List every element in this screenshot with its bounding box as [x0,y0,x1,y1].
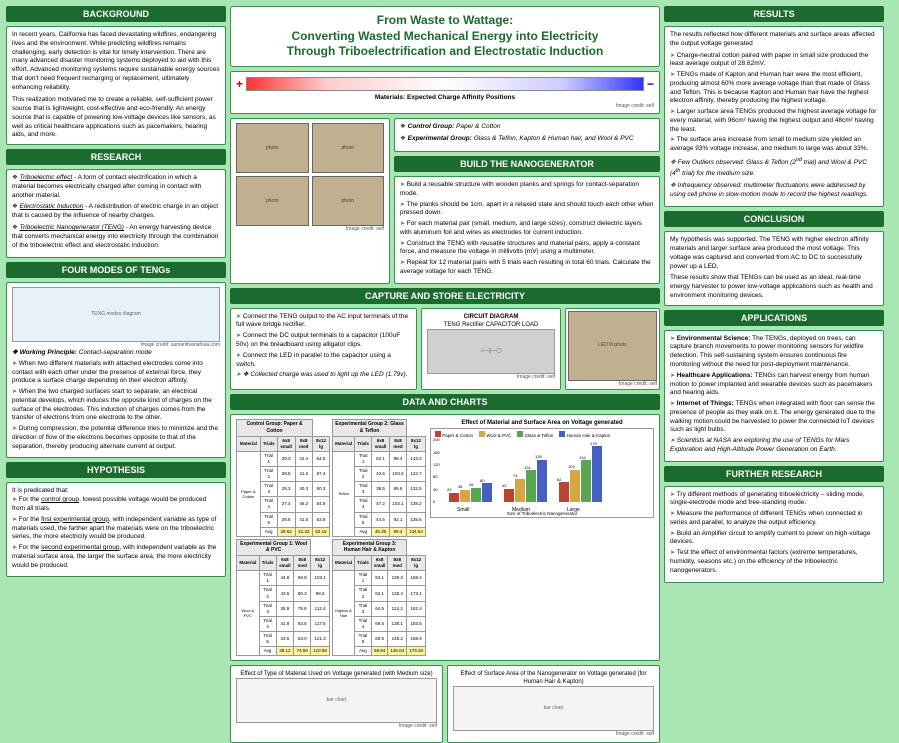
table-wool-pvc: Experimental Group 1: Wool & PVCMaterial… [236,539,330,656]
middle-column: From Waste to Wattage: Converting Wasted… [230,6,660,671]
circuit-diagram: ⬦—||—◯ [427,329,555,374]
materials-panel: + − Materials: Expected Charge Affinity … [230,71,660,115]
res-3: Larger surface area TENGs produced the h… [670,108,878,134]
data-panel: Control Group: Paper & CottonMaterialTri… [230,414,660,661]
fur-3: Build an Amplifier circuit to amplify cu… [670,530,878,548]
groups-panel: Control Group: Paper & Cotton Experiment… [394,118,660,152]
table-glass-teflon: Experimental Group 2: Glass & TeflonMate… [332,419,426,536]
app-3: Internet of Things: TENGs when integrate… [670,400,878,435]
hypothesis-panel: It is predicated that: For the control g… [6,482,226,577]
background-panel: In recent years, California has faced de… [6,26,226,145]
build-panel: Build a reusable structure with wooden p… [394,176,660,284]
bg-p1: In recent years, California has faced de… [12,31,220,92]
circuit-panel: CIRCUIT DIAGRAM TENG Rectifier CAPACITOR… [421,308,561,391]
capture-header: CAPTURE AND STORE ELECTRICITY [230,288,660,304]
fur-1: Try different methods of generating trib… [670,491,878,509]
main-bar-chart: Paper & Cotton Wool & PVC Glass & Teflon… [430,428,654,518]
photo-4: photo [312,176,385,226]
build-1: Build a reusable structure with wooden p… [400,181,654,199]
conc-2: These results show that TENGs can be use… [670,274,878,300]
chart1-title: Effect of Material and Surface Area on V… [430,419,654,427]
res-4: The surface area increase from small to … [670,136,878,154]
build-2: The planks should be 1cm. apart in a rel… [400,201,654,219]
chart3: bar chart [453,686,654,731]
fourmodes-panel: TENG modes diagram Image credit: samantt… [6,282,226,458]
conclusion-panel: My hypothesis was supported. The TENG wi… [664,231,884,305]
hyp-3: For the second experimental group, with … [12,544,220,570]
build-3: For each material pair (small, medium, a… [400,220,654,238]
fm-p3: During compression, the potential differ… [12,425,220,451]
results-header: RESULTS [664,6,884,22]
poster-title: From Waste to Wattage: Converting Wasted… [230,6,660,67]
research-elec: Electrostatic Induction - A redistributi… [12,203,220,221]
fur-4: Test the effect of environmental factors… [670,549,878,575]
circuit-label: CIRCUIT DIAGRAM [427,313,555,321]
plus-icon: + [236,76,243,92]
photo-3: photo [236,176,309,226]
cap-3: Connect the LED in parallel to the capac… [236,352,411,370]
fourmodes-header: FOUR MODES OF TENGs [6,262,226,278]
conc-1: My hypothesis was supported. The TENG wi… [670,236,878,271]
photos-left: photophoto photophoto Image credit: self [230,118,390,283]
table-paper-cotton: Control Group: Paper & CottonMaterialTri… [236,419,330,536]
left-column: BACKGROUND In recent years, California h… [6,6,226,671]
table-hair-kapton: Experimental Group 3: Human Hair & Kapto… [332,539,426,656]
mat-credit: Image credit: self [236,103,654,110]
hyp-intro: It is predicated that: [12,487,220,496]
res-2: TENGs made of Kapton and Human hair were… [670,71,878,106]
tables-area: Control Group: Paper & CottonMaterialTri… [236,419,426,656]
chart3-title: Effect of Surface Area of the Nanogenera… [453,670,654,686]
background-header: BACKGROUND [6,6,226,22]
cap-4: ❖ Collected charge was used to light up … [236,371,411,380]
fm-p2: When the two charged surfaces start to s… [12,388,220,423]
research-teng: Triboelectric Nanogenerator (TENG) - An … [12,224,220,250]
hyp-1: For the control group, lowest possible v… [12,496,220,514]
control-group: Control Group: Paper & Cotton [400,123,654,132]
cap-1: Connect the TENG output to the AC input … [236,313,411,331]
research-tribo: Triboelectric effect - A form of contact… [12,174,220,200]
led-photo: LED lit photo [568,311,657,381]
applications-panel: Environmental Science: The TENGs, deploy… [664,330,884,462]
exp-group: Experimental Group: Glass & Teflon, Kapt… [400,135,654,144]
main-chart-area: Effect of Material and Surface Area on V… [430,419,654,656]
research-panel: Triboelectric effect - A form of contact… [6,169,226,258]
results-panel: The results reflected how different mate… [664,26,884,207]
working-principle: ❖ Working Principle: Contact-separation … [12,349,220,358]
applications-header: APPLICATIONS [664,310,884,326]
bg-p2: This realization motivated me to create … [12,96,220,140]
photo-2: photo [312,123,385,173]
conclusion-header: CONCLUSION [664,211,884,227]
res-6: Infrequency observed: multimeter fluctua… [670,182,878,200]
materials-caption: Materials: Expected Charge Affinity Posi… [236,94,654,103]
res-1: Charge-neutral cotton paired with paper … [670,52,878,70]
fm-p1: When two different materials with attach… [12,360,220,386]
res-intro: The results reflected how different mate… [670,31,878,49]
hyp-2: For the first experimental group, with i… [12,516,220,542]
tribo-series-bar [246,77,644,91]
fourmodes-diagram: TENG modes diagram [12,287,220,342]
app-2: Healthcare Applications: TENGs can harve… [670,372,878,398]
photo-1: photo [236,123,309,173]
chart2: bar chart [236,678,437,723]
data-header: DATA AND CHARTS [230,394,660,410]
hypothesis-header: HYPOTHESIS [6,462,226,478]
capture-panel: Connect the TENG output to the AC input … [230,308,417,391]
build-header: BUILD THE NANOGENERATOR [394,156,660,172]
app-1: Environmental Science: The TENGs, deploy… [670,335,878,370]
res-5: Few Outliers observed: Glass & Teflon (2… [670,157,878,179]
led-photo-panel: LED lit photo Image credit: self [565,308,660,391]
fur-2: Measure the performance of different TEN… [670,510,878,528]
right-column: RESULTS The results reflected how differ… [664,6,884,671]
cap-2: Connect the DC output terminals to a cap… [236,332,411,350]
minus-icon: − [647,76,654,92]
further-header: FURTHER RESEARCH [664,466,884,482]
build-5: Repeat for 12 material pairs with 5 tria… [400,259,654,277]
further-panel: Try different methods of generating trib… [664,486,884,583]
app-4: Scientists at NASA are exploring the use… [670,437,878,455]
build-4: Construct the TENG with reusable structu… [400,240,654,258]
fourmodes-credit: Image credit: samanttvanafoua.com [12,342,220,349]
research-header: RESEARCH [6,149,226,165]
